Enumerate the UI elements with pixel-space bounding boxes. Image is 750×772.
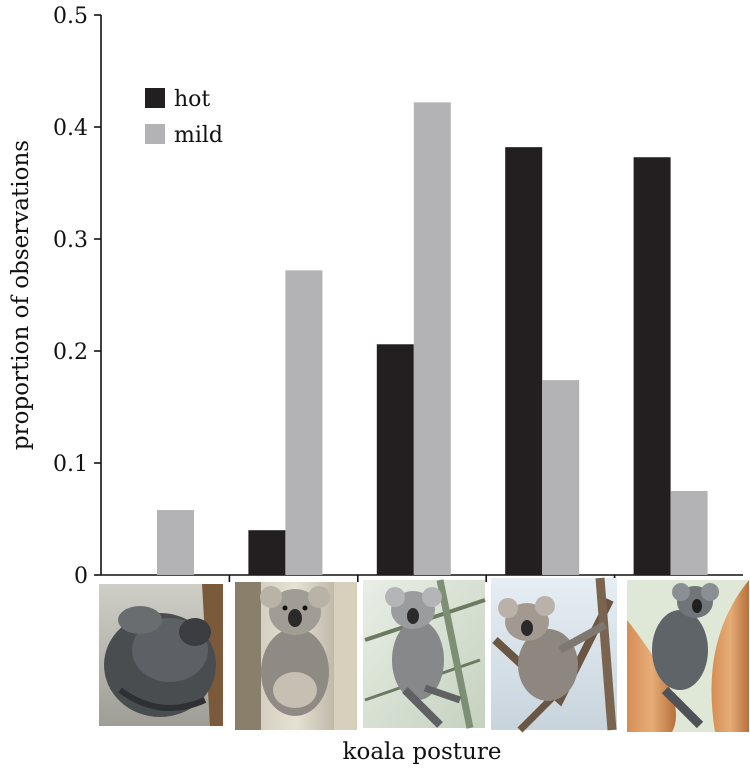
bar-hot-4 — [505, 147, 543, 575]
koala-posture-photo-2 — [235, 582, 357, 730]
y-tick-label: 0.5 — [53, 4, 88, 29]
y-axis-title: proportion of observations — [8, 140, 34, 450]
bar-hot-2 — [248, 530, 286, 575]
bar-hot-5 — [633, 157, 671, 576]
koala-posture-photo-3 — [363, 579, 486, 729]
bar-mild-2 — [285, 270, 323, 575]
y-tick-label: 0.2 — [53, 340, 88, 365]
legend-label-hot: hot — [174, 87, 210, 112]
legend-swatch-hot — [145, 88, 165, 108]
bar-mild-3 — [413, 102, 451, 576]
y-tick-label: 0.1 — [53, 452, 88, 477]
koala-posture-photo-1 — [99, 584, 223, 726]
koala-posture-photo-4 — [491, 577, 617, 733]
bar-mild-1 — [157, 510, 194, 575]
x-axis-title: koala posture — [343, 739, 502, 765]
y-tick-label: 0.3 — [53, 228, 88, 253]
legend-swatch-mild — [145, 124, 165, 144]
y-axis-ticks: 0 0.1 0.2 0.3 0.4 0.5 — [53, 4, 101, 589]
y-tick-label: 0.4 — [53, 116, 88, 141]
koala-posture-photo-5 — [627, 580, 749, 732]
bar-mild-5 — [670, 491, 708, 575]
legend-label-mild: mild — [174, 123, 223, 148]
bar-mild-4 — [542, 380, 580, 575]
legend: hot mild — [145, 87, 223, 148]
y-tick-label: 0 — [74, 564, 88, 589]
bars-group — [157, 102, 708, 576]
bar-hot-3 — [376, 344, 414, 575]
